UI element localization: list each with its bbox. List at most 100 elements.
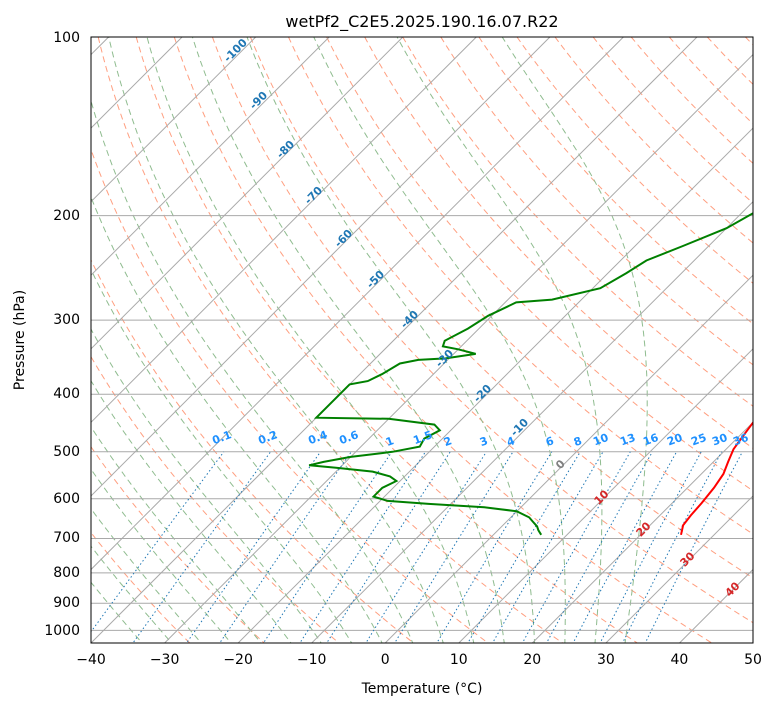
mixing-ratio-line: [546, 451, 653, 643]
isotherm-label: -60: [332, 227, 355, 250]
dry-adiabat-line: [288, 37, 753, 535]
mixing-ratio-label: 0.4: [306, 428, 329, 447]
isotherm-line: [310, 200, 753, 643]
isotherm-line: [605, 495, 753, 643]
mixing-ratio-line: [394, 451, 514, 643]
mixing-ratio-label: 1.5: [411, 428, 434, 447]
y-axis: 100 200 300 400 500 600 700 800 900 1000: [44, 30, 80, 639]
x-axis-label: Temperature (°C): [361, 681, 483, 697]
isotherm-label: 30: [678, 549, 698, 569]
mixing-ratio-line: [132, 451, 272, 643]
dry-adiabat-line: [249, 37, 753, 579]
moist-adiabat-line: [91, 268, 353, 643]
x-tick-label: −20: [223, 652, 253, 668]
isotherm-line: [91, 37, 624, 571]
dry-adiabat-line: [91, 148, 489, 643]
mixing-ratio-label: 16: [641, 431, 660, 449]
isotherm-line: [91, 37, 404, 350]
isotherm-line: [91, 37, 477, 424]
isopleth-labels: -100 -90 -80 -70 -60 -50 -40 -30 -20 -10…: [210, 36, 750, 600]
isotherm-label: 20: [634, 519, 654, 539]
isotherm-line: [752, 642, 753, 643]
moist-adiabat-line: [501, 37, 648, 643]
isotherm-label: -40: [398, 308, 421, 331]
dry-adiabat-line: [745, 37, 753, 46]
moist-adiabat-line: [91, 379, 292, 643]
x-tick-label: 0: [381, 652, 390, 668]
y-tick-label: 200: [53, 208, 80, 224]
x-axis: −40 −30 −20 −10 0 10 20 30 40 50: [76, 652, 762, 668]
mixing-ratio-label: 1: [384, 434, 396, 449]
dry-adiabat-line: [97, 37, 564, 643]
mixing-ratio-line: [436, 451, 553, 643]
mixing-ratio-label: 8: [572, 434, 584, 449]
background-lines: [91, 37, 753, 643]
x-tick-label: 30: [597, 652, 615, 668]
mixing-ratio-line: [572, 451, 678, 643]
mixing-ratio-label: 0.6: [337, 428, 360, 447]
isotherm-label: -90: [247, 89, 270, 112]
isotherm-line: [91, 37, 257, 203]
dry-adiabat-line: [91, 531, 191, 643]
mixing-ratio-line: [621, 451, 723, 643]
isotherm-line: [91, 37, 330, 276]
mixing-ratio-line: [467, 451, 581, 643]
dry-adiabat-line: [135, 37, 639, 643]
mixing-ratio-line: [262, 451, 393, 643]
y-tick-label: 800: [53, 565, 80, 581]
mixing-ratio-line: [492, 451, 604, 643]
isotherm-label: -20: [471, 382, 494, 405]
temperature-series-line: [680, 420, 753, 536]
dry-adiabat-line: [91, 355, 340, 643]
dry-adiabat-line: [516, 37, 753, 284]
mixing-ratio-label: 36: [731, 431, 750, 449]
dry-adiabat-line: [364, 37, 753, 449]
mixing-ratio-label: 10: [591, 431, 610, 449]
x-tick-label: 40: [670, 652, 688, 668]
chart-title: wetPf2_C2E5.2025.190.16.07.R22: [285, 12, 558, 32]
x-tick-label: −40: [76, 652, 106, 668]
mixing-ratio-label: 0.2: [256, 428, 279, 447]
moist-adiabat-line: [191, 37, 505, 643]
dry-adiabat-line: [630, 37, 753, 164]
y-tick-label: 500: [53, 444, 80, 460]
mixing-ratio-line: [599, 451, 702, 643]
moist-adiabat-line: [313, 37, 566, 643]
dry-adiabat-line: [91, 445, 265, 643]
mixing-ratio-label: 4: [505, 434, 517, 449]
isotherm-line: [237, 127, 753, 643]
isotherm-label: -80: [274, 138, 297, 161]
moist-adiabat-line: [146, 37, 475, 643]
mixing-ratio-line: [219, 451, 352, 643]
moist-adiabat-line: [246, 37, 536, 643]
dry-adiabat-line: [211, 37, 753, 624]
x-tick-label: 20: [523, 652, 541, 668]
y-tick-label: 100: [53, 30, 80, 46]
y-tick-label: 600: [53, 491, 80, 507]
dewpoint-series-line: [308, 212, 753, 536]
dry-adiabat-line: [706, 37, 753, 85]
dry-adiabat-line: [478, 37, 753, 325]
isotherm-line: [531, 421, 753, 643]
mixing-ratio-label: 6: [544, 434, 556, 449]
plot-frame: [90, 36, 754, 644]
moist-adiabat-line: [91, 581, 143, 643]
dry-adiabat-line: [91, 258, 415, 643]
x-tick-label: 50: [744, 652, 762, 668]
moist-adiabat-line: [91, 426, 262, 643]
y-tick-label: 300: [53, 312, 80, 328]
moist-adiabat-line: [91, 507, 202, 643]
isotherm-line: [91, 37, 698, 643]
isotherm-label: -100: [221, 36, 250, 65]
x-tick-label: 10: [450, 652, 468, 668]
moist-adiabat-line: [91, 328, 322, 643]
y-tick-label: 1000: [44, 623, 80, 639]
isotherm-line: [384, 274, 753, 643]
isotherm-line: [91, 37, 551, 497]
mixing-ratio-line: [299, 451, 426, 643]
dry-adiabat-line: [440, 37, 753, 366]
mixing-ratio-label: 30: [710, 431, 729, 449]
isotherm-label: 10: [592, 487, 612, 507]
mixing-ratio-line: [365, 451, 487, 643]
moist-adiabat-line: [396, 37, 603, 643]
